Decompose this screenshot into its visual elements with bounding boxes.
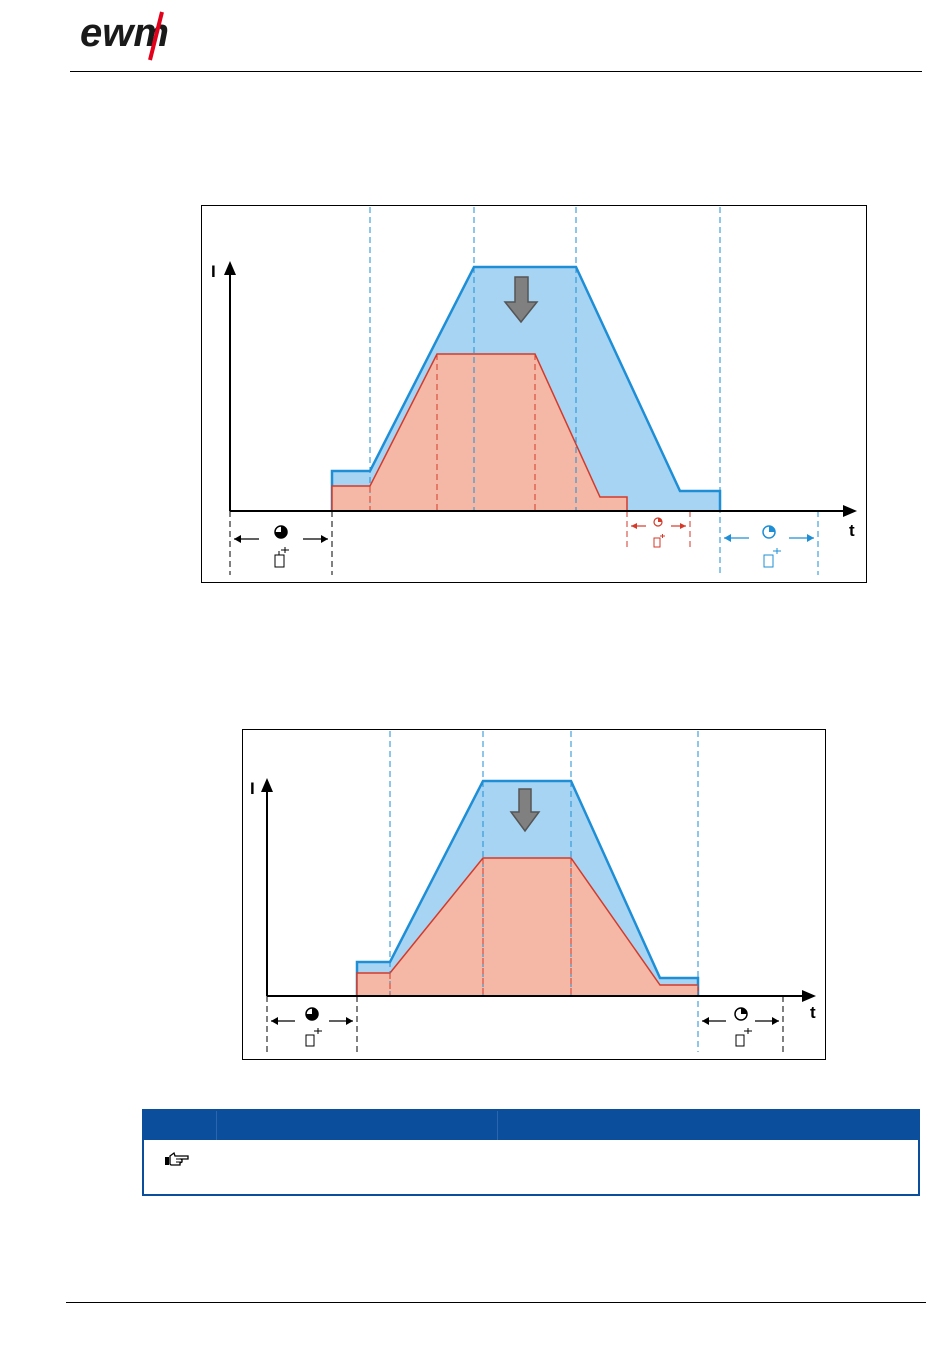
down-arrow-icon — [509, 788, 541, 833]
y-axis-label: I — [211, 262, 216, 281]
x-axis-label: t — [810, 1003, 816, 1022]
welding-sequence-diagram-1: I t — [201, 205, 867, 583]
reduced-current-area — [332, 354, 627, 511]
gas-pre-flow-icon — [234, 525, 328, 568]
note-box — [142, 1109, 920, 1196]
phase-markers — [369, 207, 819, 575]
current-profile-line — [355, 779, 700, 996]
reduced-current-line — [356, 857, 699, 996]
down-arrow-icon — [503, 276, 539, 324]
note-header-bar — [144, 1111, 918, 1140]
reduced-current-area — [357, 858, 698, 996]
header-rule — [70, 71, 922, 72]
reduced-phase-markers — [389, 858, 572, 996]
logo-slash — [148, 11, 164, 61]
pointing-hand-icon — [165, 1151, 189, 1166]
reduced-current-line — [331, 353, 628, 511]
gas-post-flow-icon — [631, 517, 686, 548]
gas-post-flow-icon — [724, 525, 814, 568]
footer-rule — [66, 1302, 926, 1303]
reduced-phase-markers — [369, 354, 691, 550]
current-profile-line — [330, 265, 722, 511]
gas-pre-flow-icon — [271, 1007, 353, 1047]
welding-sequence-diagram-2: I t — [242, 729, 826, 1060]
x-axis-label: t — [849, 521, 855, 540]
gas-post-flow-icon — [702, 1007, 779, 1047]
ewm-logo: ewm — [80, 11, 169, 61]
y-axis-label: I — [250, 779, 255, 798]
